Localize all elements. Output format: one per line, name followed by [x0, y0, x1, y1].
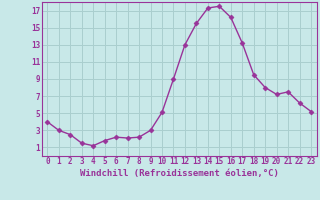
X-axis label: Windchill (Refroidissement éolien,°C): Windchill (Refroidissement éolien,°C): [80, 169, 279, 178]
